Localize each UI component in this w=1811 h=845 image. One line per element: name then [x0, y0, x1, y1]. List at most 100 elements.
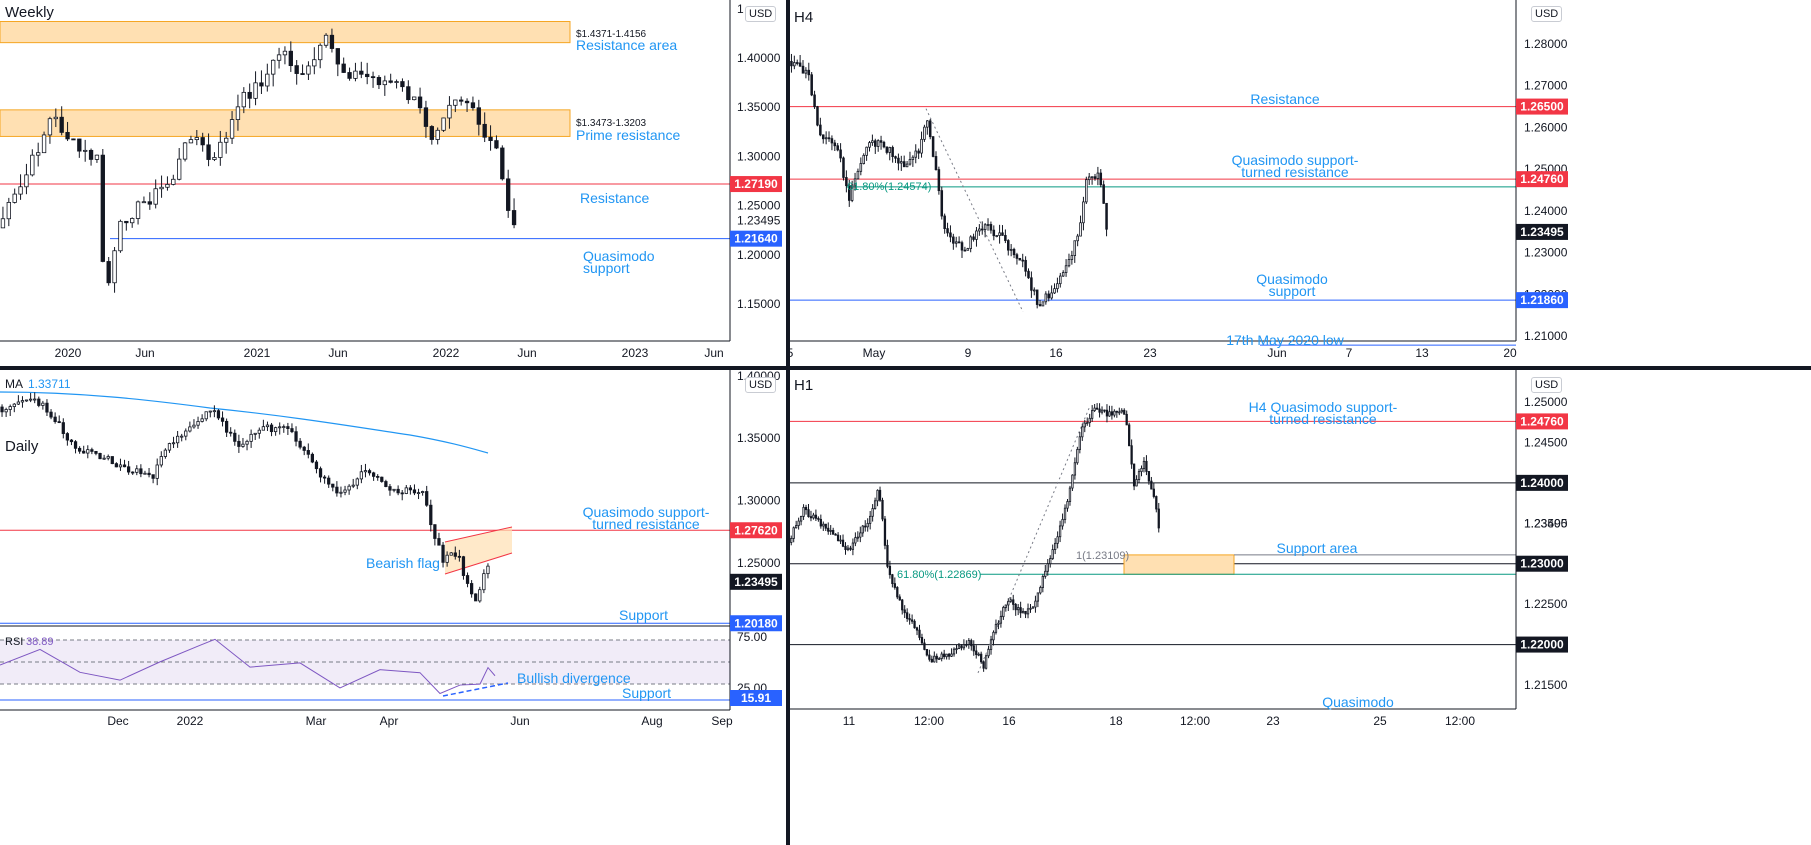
- rsi-line: [0, 638, 496, 695]
- weekly-candle-body: [41, 134, 47, 154]
- daily-candle-body: [302, 446, 306, 451]
- rsi-support-label: Support: [622, 685, 672, 701]
- h1-chart-panel[interactable]: 1.25000 1.24500 1.23500 1.22500 1.21500 11 12:…: [790, 370, 1811, 845]
- daily-currency[interactable]: USD: [745, 377, 777, 393]
- h1-candle-body: [950, 653, 953, 657]
- h1-candle-body: [1041, 576, 1044, 588]
- weekly-current-price: 1.23495: [737, 213, 781, 227]
- daily-candle-body: [437, 538, 441, 546]
- weekly-currency[interactable]: USD: [745, 6, 777, 22]
- h1-candle-body: [819, 518, 822, 527]
- weekly-candle-body: [259, 82, 264, 87]
- weekly-candle-body: [241, 91, 246, 108]
- daily-x-tick: Sep: [711, 714, 733, 728]
- h1-candle-body: [1088, 417, 1091, 424]
- h4-candle-body: [795, 62, 799, 64]
- weekly-candle-body: [388, 80, 393, 83]
- weekly-chart-panel[interactable]: 1.40000 1.35000 1.30000 1.25000 1.20000 1.150…: [0, 0, 786, 366]
- h1-level-label-3-bg: [1516, 555, 1568, 572]
- weekly-candle-body: [30, 154, 35, 176]
- daily-candle-body: [282, 426, 286, 428]
- h4-candle-body: [937, 169, 941, 192]
- weekly-candle-body: [417, 96, 423, 109]
- h4-candle-body: [853, 178, 857, 186]
- h4-candle-body: [827, 137, 831, 140]
- h1-candle-body: [1061, 518, 1064, 527]
- daily-ma-value: 1.33711: [28, 377, 71, 391]
- h1-candle-body: [1125, 413, 1128, 426]
- weekly-candle-body: [482, 123, 487, 138]
- daily-candle-body: [69, 439, 74, 443]
- h1-candle-body: [957, 645, 961, 650]
- h4-candle-body: [1056, 283, 1059, 290]
- h1-candle-body: [866, 522, 869, 528]
- h1-candle-body: [1140, 468, 1143, 473]
- daily-candle-body: [249, 433, 253, 442]
- daily-candle-body: [465, 575, 470, 584]
- h1-candle-body: [945, 653, 948, 658]
- vertical-divider[interactable]: [786, 0, 790, 845]
- daily-candle-body: [122, 464, 127, 468]
- h1-currency[interactable]: USD: [1531, 377, 1563, 393]
- daily-candle-body: [294, 431, 298, 442]
- weekly-x-tick: Jun: [328, 346, 347, 360]
- h4-candle-body: [1064, 265, 1068, 273]
- h1-candle-body: [1145, 460, 1148, 472]
- daily-flag-lower: [444, 552, 513, 575]
- h4-chart-panel[interactable]: 1.28000 1.27000 1.26000 1.25000 1.24000 1.230…: [790, 0, 1811, 366]
- weekly-x-tick: 2022: [433, 346, 460, 360]
- weekly-y-tick: 1.30000: [737, 149, 781, 163]
- weekly-candle-body: [235, 106, 241, 120]
- daily-candle-body: [94, 450, 98, 454]
- h4-candle-body: [1105, 202, 1108, 230]
- daily-title: Daily: [5, 438, 39, 455]
- daily-candle-body: [24, 399, 29, 402]
- weekly-candle-body: [294, 65, 299, 74]
- daily-chart-panel[interactable]: 1.350001.300001.250001.4000075.0025.00De…: [0, 370, 786, 845]
- horizontal-divider[interactable]: [0, 366, 1811, 370]
- h1-candle-body: [1100, 409, 1104, 413]
- daily-candle-body: [159, 456, 163, 466]
- h1-h4qst-label-2: turned resistance: [1269, 411, 1377, 427]
- weekly-y-tick: 1.35000: [737, 100, 781, 114]
- weekly-candle-body: [88, 149, 94, 160]
- h1-level-label-2: 1.24000: [1520, 476, 1564, 490]
- h4-candle-body: [798, 62, 802, 67]
- weekly-candle-body: [288, 50, 293, 67]
- h1-candle-body: [809, 516, 813, 519]
- h1-candle-body: [1019, 607, 1022, 614]
- daily-candle-body: [261, 426, 265, 431]
- h1-candle-body: [1029, 607, 1032, 610]
- h1-candle-body: [1051, 549, 1054, 559]
- h4-candle-body: [859, 163, 863, 172]
- daily-candle-body: [98, 453, 102, 460]
- h1-candle-body: [817, 517, 820, 520]
- h4-currency[interactable]: USD: [1531, 6, 1563, 22]
- h4-candle-body: [960, 242, 964, 251]
- h1-candle-body: [925, 649, 929, 656]
- h4-y-tick: 1.24000: [1524, 204, 1568, 218]
- h1-candle-body: [883, 518, 887, 546]
- h4-candle-body: [894, 156, 897, 159]
- h4-candle-body: [952, 236, 955, 244]
- weekly-candle-body: [118, 220, 123, 252]
- h1-candle-body: [1078, 436, 1081, 450]
- h1-candle-body: [1036, 592, 1040, 602]
- h4-candle-body: [914, 150, 918, 158]
- h4-low-label: 17th May 2020 low: [1226, 332, 1344, 348]
- h4-title: H4: [794, 9, 814, 26]
- weekly-candle-body: [329, 34, 335, 49]
- h1-candle-body: [962, 644, 966, 649]
- daily-x-tick: Apr: [380, 714, 399, 728]
- h1-candle-body: [854, 537, 857, 544]
- weekly-candle-body: [18, 186, 23, 195]
- h4-candle-body: [902, 161, 906, 168]
- h4-candle-body: [966, 248, 970, 251]
- h4-candle-body: [998, 232, 1001, 236]
- h4-x-tick: Jun: [1267, 346, 1286, 360]
- h4-x-tick: 13: [1415, 346, 1429, 360]
- h1-candle-body: [1120, 409, 1123, 413]
- h1-candle-body: [1076, 449, 1079, 464]
- h4-candle-body: [1059, 275, 1062, 285]
- h1-candle-body: [1058, 525, 1062, 538]
